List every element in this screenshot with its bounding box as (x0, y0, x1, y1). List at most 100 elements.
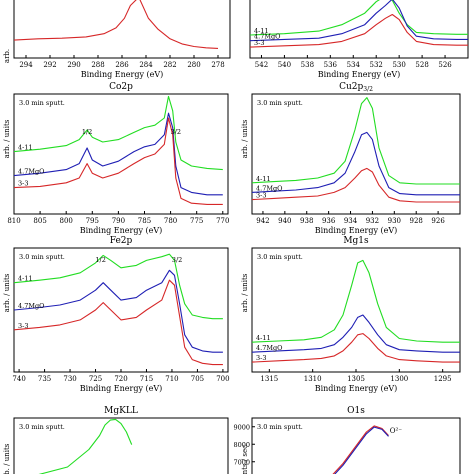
x-tick-label: 928 (410, 217, 423, 225)
peak-label: 1/2 (82, 128, 92, 136)
series-label-4-11: 4-11 (256, 334, 271, 342)
series-label-4.7MgO: 4.7MgO (256, 184, 282, 192)
series-line-3-3 (250, 13, 468, 48)
x-tick-label: 926 (431, 217, 445, 225)
x-tick-label: 278 (211, 61, 224, 69)
y-axis-label: arb. / units (241, 273, 249, 312)
series-label-3-3: 3-3 (256, 192, 266, 200)
x-tick-label: 290 (67, 61, 80, 69)
series-line-3-3 (14, 117, 223, 205)
x-axis-label: Binding Energy (eV) (80, 226, 163, 235)
panel-Co2p: 810 805 800 795 790 785 780 775 770 Binding Energ… (3, 82, 229, 235)
x-tick-label: 930 (388, 217, 401, 225)
x-tick-label: 932 (366, 217, 379, 225)
series-line-4.7MgO (250, 0, 468, 42)
series-line-4-11 (14, 253, 223, 320)
plot-frame (13, 93, 229, 215)
y-tick-label: 9000 (233, 423, 250, 431)
peak-label: 3/2 (172, 256, 182, 264)
series-label-3-3: 3-3 (18, 180, 28, 188)
series-line-trace-0 (38, 418, 133, 474)
panel-title: Cu2p3/2 (339, 82, 373, 93)
x-tick-label: 1300 (390, 375, 408, 383)
x-tick-label: 700 (216, 375, 229, 383)
series-line-4-11 (252, 259, 460, 343)
x-tick-label: 942 (256, 217, 269, 225)
peak-label: 3/2 (171, 128, 181, 136)
x-tick-label: 790 (112, 217, 125, 225)
x-tick-label: 528 (415, 61, 428, 69)
x-axis-label: Binding Energy (eV) (318, 70, 401, 79)
x-tick-label: 735 (38, 375, 51, 383)
plot-frame (13, 417, 229, 474)
series-line-3-3 (14, 279, 223, 366)
panel-title: Mg1s (343, 236, 369, 246)
panel-title: Co2p (109, 82, 133, 92)
x-tick-label: 292 (43, 61, 56, 69)
series-label-4-11: 4-11 (18, 275, 33, 283)
x-tick-label: 294 (19, 61, 33, 69)
series-line-4-11 (252, 97, 460, 185)
y-axis-label: arb. (3, 49, 11, 63)
x-tick-label: 1310 (304, 375, 322, 383)
x-tick-label: 1305 (347, 375, 365, 383)
series-line-4-11 (14, 95, 223, 171)
x-tick-label: 526 (438, 61, 452, 69)
x-tick-label: 534 (347, 61, 361, 69)
series-line-trace-0 (332, 425, 389, 474)
x-tick-label: 284 (139, 61, 153, 69)
series-label-4-11: 4-11 (254, 27, 269, 35)
panel-title: MgKLL (104, 406, 138, 416)
x-tick-label: 536 (324, 61, 338, 69)
plot-frame (251, 93, 461, 215)
series-label-3-3: 3-3 (18, 322, 28, 330)
x-tick-label: 532 (370, 61, 383, 69)
series-label-4.7MgO: 4.7MgO (18, 168, 44, 176)
x-tick-label: 740 (12, 375, 25, 383)
panel-Cu2p32: 942 940 938 936 934 932 930 928 926 Binding Energ… (241, 82, 461, 235)
x-tick-label: 810 (7, 217, 20, 225)
series-label-4.7MgO: 4.7MgO (18, 302, 44, 310)
y-axis-label: arb. / units (3, 443, 11, 474)
x-tick-label: 780 (164, 217, 177, 225)
panel-Fe2p: 740 735 730 725 720 715 710 705 700 Binding Energ… (3, 236, 230, 393)
plot-frame (249, 0, 469, 59)
x-tick-label: 282 (163, 61, 176, 69)
x-tick-label: 936 (322, 217, 336, 225)
panel-Mg1s: 1315 1310 1305 1300 1295 Binding Energy (eV) a… (241, 236, 461, 393)
series-label-4.7MgO: 4.7MgO (254, 33, 280, 41)
sputter-note: 3.0 min sputt. (257, 99, 303, 107)
panel-O1s-cropped: 542 540 538 536 534 532 530 528 526 Binding Energ… (249, 0, 469, 79)
x-tick-label: 1295 (434, 375, 452, 383)
series-line-4-11 (250, 0, 468, 36)
x-tick-label: 288 (91, 61, 104, 69)
plot-frame (13, 0, 231, 59)
plot-frame (251, 417, 461, 474)
x-tick-label: 540 (278, 61, 291, 69)
y-axis-label: arb. / units (3, 273, 11, 312)
x-axis-label: Binding Energy (eV) (315, 226, 398, 235)
x-tick-label: 1315 (260, 375, 278, 383)
x-tick-label: 538 (301, 61, 314, 69)
y-axis-label: arb. / units (3, 119, 11, 158)
x-tick-label: 805 (33, 217, 46, 225)
component-label: O²⁻ (390, 427, 403, 435)
series-label-4-11: 4-11 (18, 144, 33, 152)
plot-frame (251, 247, 461, 373)
x-tick-label: 940 (278, 217, 291, 225)
series-line-4.7MgO (14, 112, 223, 196)
sputter-note: 3.0 min sputt. (19, 99, 65, 107)
sputter-note: 3.0 min sputt. (19, 253, 65, 261)
series-line-4.7MgO (14, 269, 223, 353)
x-tick-label: 770 (216, 217, 229, 225)
x-tick-label: 934 (344, 217, 358, 225)
series-label-4.7MgO: 4.7MgO (256, 344, 282, 352)
x-tick-label: 705 (191, 375, 204, 383)
peak-label: 1/2 (95, 256, 105, 264)
x-tick-label: 280 (187, 61, 200, 69)
x-axis-label: Binding Energy (eV) (81, 70, 164, 79)
x-tick-label: 286 (115, 61, 129, 69)
x-axis-label: Binding Energy (eV) (315, 384, 398, 393)
